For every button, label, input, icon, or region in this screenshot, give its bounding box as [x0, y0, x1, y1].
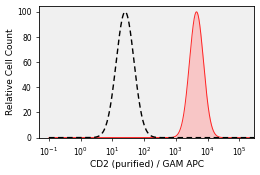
Y-axis label: Relative Cell Count: Relative Cell Count: [5, 28, 15, 115]
X-axis label: CD2 (purified) / GAM APC: CD2 (purified) / GAM APC: [90, 160, 204, 169]
